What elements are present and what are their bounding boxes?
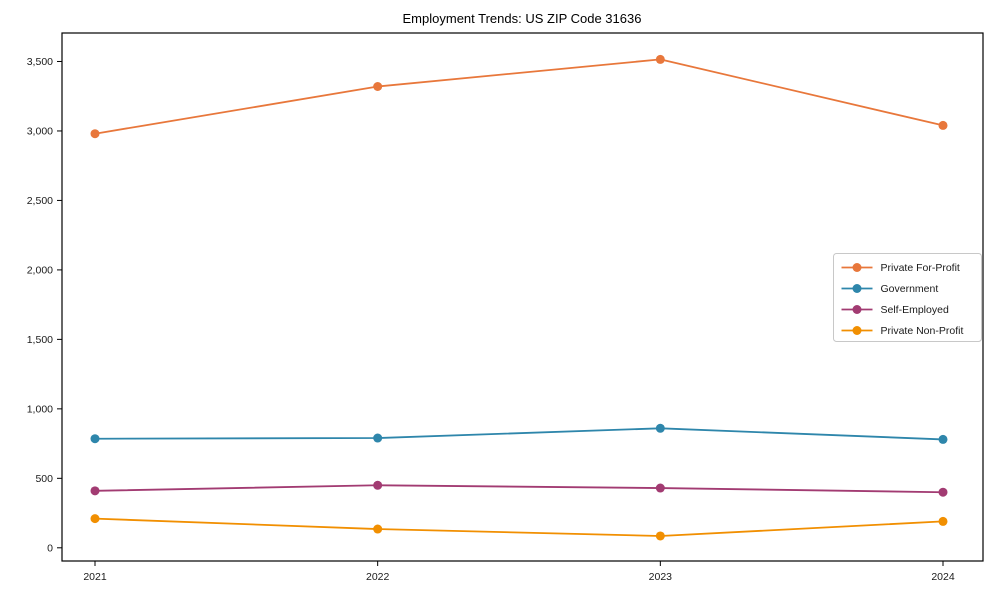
x-tick-label: 2023 xyxy=(649,571,673,583)
y-tick-label: 0 xyxy=(47,542,53,554)
data-point-private-for-profit-2022 xyxy=(373,81,383,91)
legend-label-self-employed: Self-Employed xyxy=(881,304,949,316)
legend-label-private-for-profit: Private For-Profit xyxy=(881,262,960,274)
y-tick-label: 1,500 xyxy=(27,334,53,346)
data-point-private-for-profit-2021 xyxy=(90,129,100,139)
data-point-private-non-profit-2023 xyxy=(655,531,665,541)
data-point-private-for-profit-2023 xyxy=(655,54,665,64)
data-point-government-2021 xyxy=(90,434,100,444)
y-tick-label: 3,000 xyxy=(27,126,53,138)
data-point-private-for-profit-2024 xyxy=(938,120,948,130)
legend-box xyxy=(833,253,982,342)
legend-label-government: Government xyxy=(881,283,939,295)
data-point-self-employed-2024 xyxy=(938,487,948,497)
x-tick-label: 2022 xyxy=(366,571,390,583)
legend-marker-private-non-profit xyxy=(852,326,862,335)
axes-frame xyxy=(61,32,984,562)
legend-marker-government xyxy=(852,284,862,293)
data-point-self-employed-2022 xyxy=(373,480,383,490)
data-point-government-2023 xyxy=(655,423,665,433)
y-tick-label: 1,000 xyxy=(27,403,53,415)
legend-marker-self-employed xyxy=(852,305,862,314)
plot-area: 0 500 1,000 1,500 2,000 2,500 3,000 3,500 2021 20… xyxy=(27,32,984,583)
legend: Private For-Profit Government Self-Employe… xyxy=(833,253,982,342)
series-line-self-employed xyxy=(94,484,944,494)
series-line-government xyxy=(94,427,944,441)
y-tick-label: 2,500 xyxy=(27,195,53,207)
chart-title: Employment Trends: US ZIP Code 31636 xyxy=(403,11,642,26)
data-point-self-employed-2023 xyxy=(655,483,665,493)
data-point-private-non-profit-2024 xyxy=(938,516,948,526)
x-tick-label: 2024 xyxy=(931,571,955,583)
data-point-self-employed-2021 xyxy=(90,486,100,496)
data-point-government-2024 xyxy=(938,434,948,444)
x-tick-label: 2021 xyxy=(83,571,107,583)
y-tick-label: 3,500 xyxy=(27,56,53,68)
legend-marker-private-for-profit xyxy=(852,263,862,272)
y-tick-label: 2,000 xyxy=(27,265,53,277)
legend-label-private-non-profit: Private Non-Profit xyxy=(881,325,964,337)
data-point-private-non-profit-2021 xyxy=(90,514,100,524)
data-point-government-2022 xyxy=(373,433,383,443)
series-line-private-non-profit xyxy=(94,517,944,537)
y-tick-label: 500 xyxy=(35,473,53,485)
data-point-private-non-profit-2022 xyxy=(373,524,383,534)
series-line-private-for-profit xyxy=(94,58,944,135)
